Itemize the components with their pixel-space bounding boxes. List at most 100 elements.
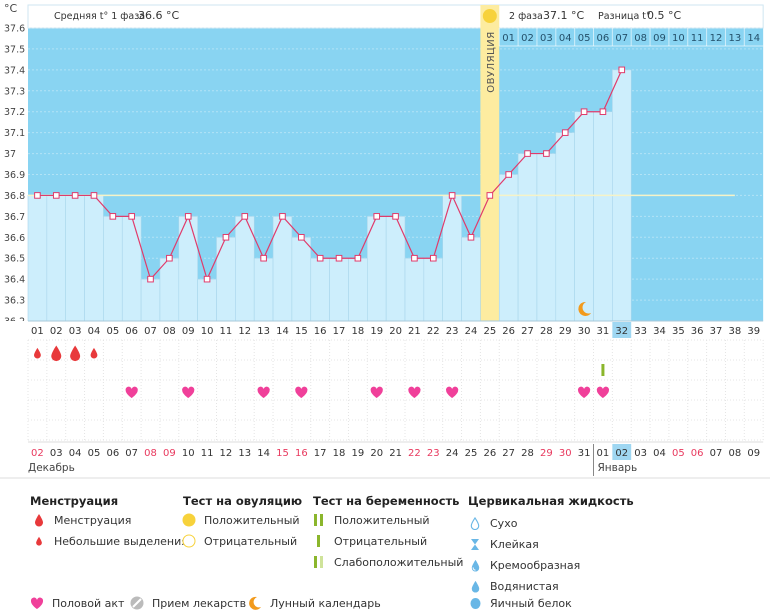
legend-cervical-sticky: Клейкая <box>468 537 539 551</box>
crescent-moon-icon <box>578 301 592 316</box>
legend-cervical-title: Цервикальная жидкость <box>468 494 634 508</box>
legend-ovulation-negative-label: Отрицательный <box>204 534 298 548</box>
sun-filled-icon <box>482 9 497 23</box>
date-label: 23 <box>427 448 440 459</box>
date-label: 07 <box>710 448 723 459</box>
date-label: 13 <box>238 448 251 459</box>
date-label: 09 <box>747 448 760 459</box>
legend-intercourse-label: Половой акт <box>52 596 125 610</box>
heart-icon <box>446 386 459 398</box>
legend-medication: Прием лекарств <box>130 596 246 610</box>
y-tick-label: 36.7 <box>4 212 25 223</box>
drop-icon <box>32 513 46 527</box>
legend-pregnancy-positive-label: Положительный <box>334 513 430 527</box>
date-label: 05 <box>88 448 101 459</box>
drop-icon <box>34 347 41 359</box>
heart-icon <box>577 386 591 398</box>
x-day-label: 15 <box>295 326 308 337</box>
phase2-day-label: 13 <box>729 33 742 44</box>
temperature-bar <box>27 195 48 322</box>
y-tick-label: 36.5 <box>4 254 25 265</box>
legend-medication-label: Прием лекарств <box>152 596 247 610</box>
pregnancy-test-marker <box>601 364 605 376</box>
temperature-point <box>241 213 249 220</box>
date-label: 30 <box>559 448 572 459</box>
phase2-day-label: 09 <box>653 33 666 44</box>
x-axis-row <box>0 321 770 339</box>
date-label: 21 <box>389 448 402 459</box>
sun-outline-icon <box>182 534 196 548</box>
temperature-bar <box>593 111 613 322</box>
drop-icon <box>51 345 62 362</box>
temperature-bar <box>348 257 368 322</box>
x-day-label: 12 <box>238 326 251 337</box>
x-day-label: 23 <box>446 326 459 337</box>
legend-pregnancy-negative: Отрицательный <box>312 534 427 548</box>
date-label: 04 <box>653 448 666 459</box>
temperature-point <box>448 192 456 199</box>
legend-intercourse: Половой акт <box>30 596 124 610</box>
phase2-day-label: 10 <box>672 33 685 44</box>
y-tick-label: 36.8 <box>4 191 25 202</box>
date-label: 03 <box>634 448 647 459</box>
y-tick-label: 37.5 <box>4 44 25 55</box>
phase2-day-label: 03 <box>540 33 553 44</box>
temperature-bar <box>216 236 236 322</box>
oval-icon <box>468 596 482 610</box>
phase2-day-label: 11 <box>691 33 704 44</box>
temperature-bar <box>65 195 85 322</box>
legend-pregnancy-weak: Слабоположительный <box>312 555 463 569</box>
temperature-point <box>354 254 362 262</box>
small-drop-icon <box>32 534 46 548</box>
y-tick-label: 37.3 <box>4 86 25 97</box>
legend-ovulation-positive: Положительный <box>182 513 300 527</box>
x-day-label: 39 <box>747 326 760 337</box>
legend-pregnancy-negative-label: Отрицательный <box>334 534 428 548</box>
temperature-bar <box>310 257 330 322</box>
today-date-highlight <box>612 444 632 460</box>
phase2-day-label: 08 <box>634 33 647 44</box>
temperature-bar <box>404 257 425 322</box>
drop-icon <box>468 579 482 593</box>
pill-icon <box>130 596 144 610</box>
temperature-bar <box>197 278 217 322</box>
x-day-label: 05 <box>106 326 119 337</box>
phase2-value: 37.1 °C <box>543 9 584 22</box>
temperature-point <box>184 213 192 220</box>
date-label: 08 <box>144 448 157 459</box>
temperature-point <box>524 150 531 157</box>
temperature-point <box>166 254 173 262</box>
legend-cervical-watery: Водянистая <box>468 579 559 593</box>
date-label: 24 <box>446 448 459 459</box>
y-tick-label: 36.9 <box>4 170 25 181</box>
y-tick-label: 37.2 <box>4 107 25 118</box>
date-label: 06 <box>691 448 704 459</box>
temperature-bar <box>253 257 274 322</box>
phase1-value: 36.6 °C <box>138 9 179 22</box>
x-day-label: 22 <box>427 326 440 337</box>
x-day-label: 28 <box>540 326 553 337</box>
date-label: 11 <box>201 448 214 459</box>
x-day-label: 30 <box>578 326 591 337</box>
temperature-point <box>335 254 343 262</box>
temperature-point <box>429 254 437 262</box>
phase2-day-label: 01 <box>502 33 515 44</box>
legend: Менструация Менструация Небольшие выделе… <box>0 492 770 610</box>
heart-icon <box>370 386 383 398</box>
bar-icon <box>312 534 326 548</box>
heart-icon <box>408 386 421 398</box>
y-tick-label: 36.4 <box>4 275 25 286</box>
date-label: 16 <box>295 448 308 459</box>
phase2-day-label: 04 <box>559 33 572 44</box>
date-label: 03 <box>50 448 63 459</box>
x-day-label: 10 <box>201 326 214 337</box>
legend-cervical-sticky-label: Клейкая <box>490 537 539 551</box>
month-label: Декабрь <box>28 462 75 474</box>
legend-cervical-dry-label: Сухо <box>490 516 518 530</box>
legend-ovulation-positive-label: Положительный <box>204 513 300 527</box>
x-day-label: 37 <box>710 326 723 337</box>
phase2-day-label: 07 <box>615 33 628 44</box>
legend-menstruation-label: Менструация <box>54 513 132 527</box>
temperature-point <box>260 254 267 262</box>
date-label: 09 <box>163 448 176 459</box>
